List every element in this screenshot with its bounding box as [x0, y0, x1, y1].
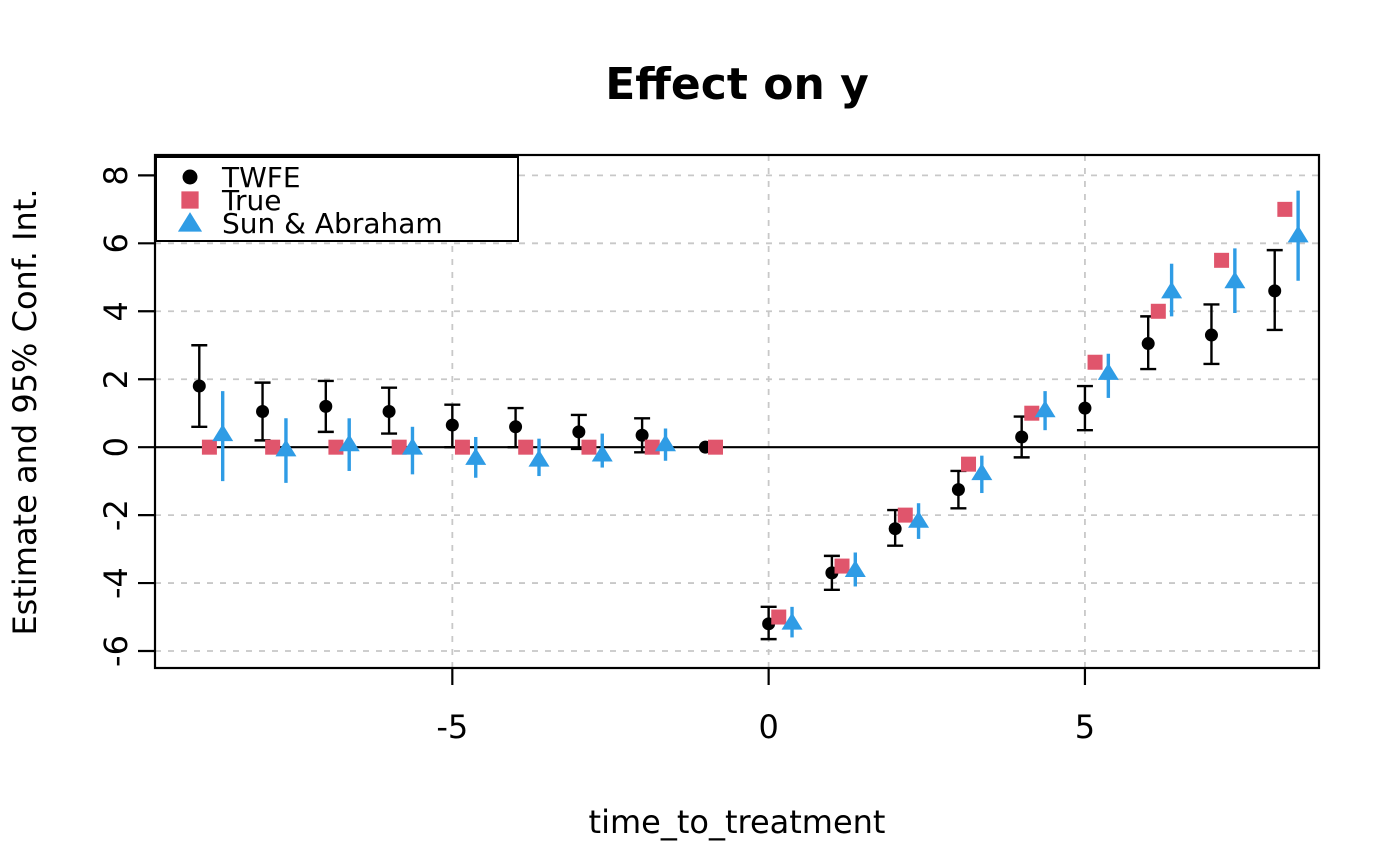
true-marker: [961, 456, 977, 472]
true-marker: [1024, 405, 1040, 421]
sun-abraham-marker: [908, 510, 930, 528]
true-marker: [1214, 252, 1230, 268]
true-marker: [581, 439, 597, 455]
twfe-marker: [256, 405, 270, 418]
twfe-marker: [1141, 337, 1155, 351]
chart-title: Effect on y: [605, 59, 869, 110]
y-tick-label: 4: [97, 301, 135, 321]
sun-abraham-marker: [844, 559, 866, 577]
twfe-marker: [382, 405, 396, 418]
true-marker: [201, 439, 217, 455]
legend-label-sun-abraham: Sun & Abraham: [222, 207, 443, 240]
true-marker: [391, 439, 407, 455]
sun-abraham-marker: [655, 434, 677, 452]
sun-abraham-marker: [338, 434, 360, 452]
plot-border: [153, 153, 1321, 670]
true-marker: [771, 609, 787, 625]
twfe-marker: [445, 418, 459, 432]
legend-label-twfe: TWFE: [221, 161, 301, 194]
y-tick-label: -2: [97, 499, 135, 531]
sun-abraham-marker: [1034, 400, 1056, 418]
sun-abraham-marker: [401, 437, 423, 455]
twfe-marker: [888, 522, 902, 536]
sun-abraham-marker: [528, 449, 550, 467]
axis-layer: -5 0 5 8 6 4 2 0 -2 -4 -6: [97, 165, 1095, 746]
series-true: [201, 201, 1293, 625]
y-tick-label: 6: [97, 233, 135, 253]
sun-abraham-marker: [1287, 225, 1309, 243]
true-marker: [834, 558, 850, 574]
twfe-marker: [572, 425, 586, 439]
sun-abraham-marker: [212, 424, 234, 442]
twfe-marker: [192, 379, 206, 393]
true-marker: [1150, 303, 1166, 319]
series-twfe: [191, 248, 1283, 641]
sun-abraham-marker: [1161, 281, 1183, 299]
twfe-marker: [1015, 430, 1029, 444]
y-tick-label: 0: [97, 437, 135, 457]
legend-marker-triangle: [177, 212, 203, 232]
true-marker: [265, 439, 281, 455]
twfe-marker: [1204, 328, 1218, 342]
x-axis-label: time_to_treatment: [589, 803, 886, 841]
true-marker: [707, 439, 723, 455]
sun-abraham-marker: [971, 463, 993, 481]
true-marker: [1087, 354, 1103, 370]
sun-abraham-marker: [1097, 362, 1119, 380]
y-tick-label: 8: [97, 165, 135, 185]
sun-abraham-marker: [1224, 271, 1246, 289]
data-layer: [191, 190, 1309, 641]
twfe-marker: [635, 428, 649, 442]
x-tick-label: 0: [758, 708, 778, 746]
twfe-marker: [1268, 284, 1282, 298]
y-tick-label: -4: [97, 567, 135, 599]
x-tick-label: 5: [1075, 708, 1095, 746]
legend-marker-square: [181, 191, 199, 209]
twfe-marker: [951, 483, 965, 497]
twfe-marker: [509, 420, 523, 434]
legend-label-true: True: [221, 184, 281, 217]
true-marker: [518, 439, 534, 455]
x-tick-label: -5: [436, 708, 468, 746]
y-axis-label: Estimate and 95% Conf. Int.: [6, 188, 44, 635]
true-marker: [328, 439, 344, 455]
sun-abraham-marker: [591, 444, 613, 462]
y-tick-label: 2: [97, 369, 135, 389]
twfe-marker: [1078, 401, 1092, 415]
true-marker: [1277, 201, 1293, 217]
legend-box: [155, 156, 519, 242]
sun-abraham-marker: [781, 612, 803, 630]
sun-abraham-marker: [465, 447, 487, 465]
twfe-marker: [319, 399, 333, 413]
series-sun-abraham: [212, 190, 1309, 638]
y-tick-label: -6: [97, 635, 135, 667]
true-marker: [644, 439, 660, 455]
true-marker: [897, 507, 913, 523]
sun-abraham-marker: [275, 439, 297, 457]
legend-marker-circle: [182, 169, 198, 185]
true-marker: [454, 439, 470, 455]
